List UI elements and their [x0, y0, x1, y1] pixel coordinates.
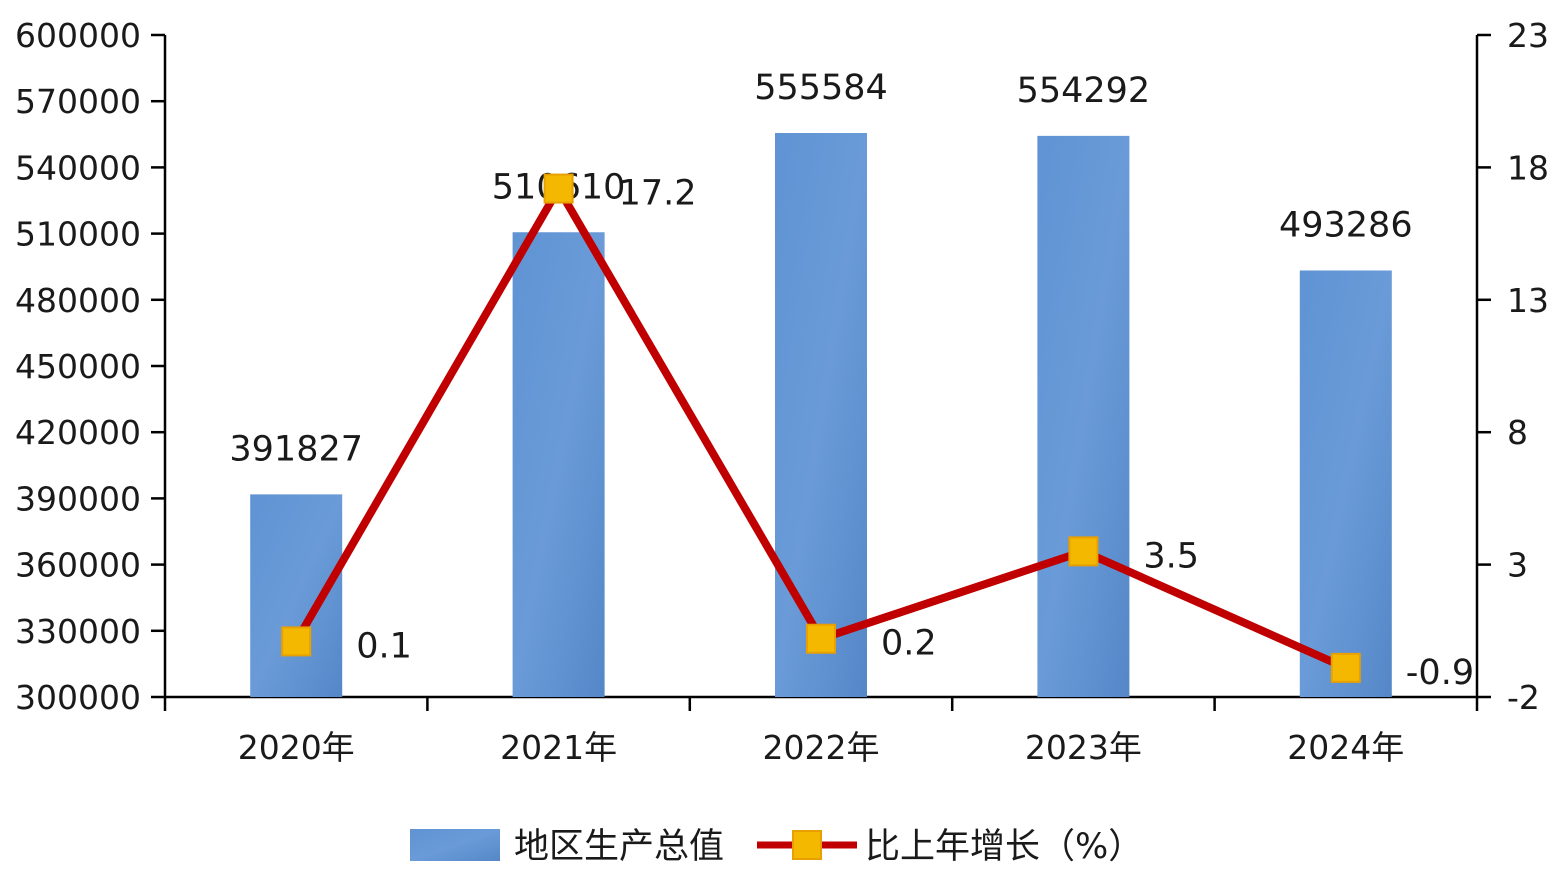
legend-line-label: 比上年增长（%） — [865, 827, 1143, 867]
left-tick-label: 600000 — [15, 16, 141, 55]
right-tick-label: 3 — [1507, 546, 1528, 585]
bar — [1037, 135, 1130, 698]
category-label: 2023年 — [1025, 728, 1142, 767]
bar — [775, 133, 867, 698]
bar — [250, 494, 343, 697]
left-tick-label: 570000 — [15, 82, 141, 121]
legend-bar-swatch — [410, 829, 500, 861]
legend-bar-label: 地区生产总值 — [514, 827, 724, 867]
left-tick-label: 510000 — [15, 215, 141, 254]
growth-value-label: 3.5 — [1143, 536, 1199, 576]
left-tick-label: 360000 — [15, 546, 141, 585]
left-tick-label: 540000 — [15, 148, 141, 187]
category-label: 2024年 — [1287, 728, 1404, 767]
growth-marker — [1068, 536, 1099, 567]
left-tick-label: 300000 — [15, 678, 141, 717]
left-tick-label: 420000 — [15, 413, 141, 452]
category-labels-layer: 2020年 2021年 2022年 2023年 2024年 — [238, 728, 1405, 767]
right-tick-label: 13 — [1507, 281, 1549, 320]
right-tick-label: 23 — [1507, 16, 1549, 55]
growth-marker — [281, 626, 312, 657]
right-tick-label: 8 — [1507, 413, 1528, 452]
bar-value-label: 554292 — [1017, 71, 1151, 111]
legend: 地区生产总值 比上年增长（%） — [410, 827, 1143, 867]
growth-marker — [806, 623, 836, 654]
bar — [1299, 270, 1392, 697]
left-tick-label: 480000 — [15, 281, 141, 320]
line-labels-layer: 0.1 17.2 0.2 3.5 -0.9 — [356, 174, 1474, 693]
growth-marker — [1330, 652, 1361, 683]
legend-line-marker — [792, 830, 822, 860]
right-tick-label: 18 — [1507, 148, 1549, 187]
growth-value-label: 0.2 — [881, 624, 937, 664]
bar-value-label: 555584 — [754, 68, 888, 108]
growth-value-label: -0.9 — [1406, 653, 1474, 693]
left-tick-label: 390000 — [15, 479, 141, 518]
growth-marker — [543, 173, 574, 204]
bar-value-label: 391827 — [229, 429, 363, 469]
bar-value-label: 493286 — [1279, 205, 1413, 245]
growth-value-label: 0.1 — [356, 626, 412, 666]
left-tick-label: 450000 — [15, 347, 141, 386]
line-layer — [281, 173, 1361, 683]
category-label: 2022年 — [763, 728, 880, 767]
category-label: 2020年 — [238, 728, 355, 767]
left-tick-label: 330000 — [15, 612, 141, 651]
bar — [512, 232, 605, 697]
axes: 300000 330000 360000 390000 420000 450000 4800… — [15, 16, 1549, 717]
category-label: 2021年 — [500, 728, 617, 767]
right-tick-label: -2 — [1507, 678, 1540, 717]
growth-value-label: 17.2 — [619, 174, 697, 214]
